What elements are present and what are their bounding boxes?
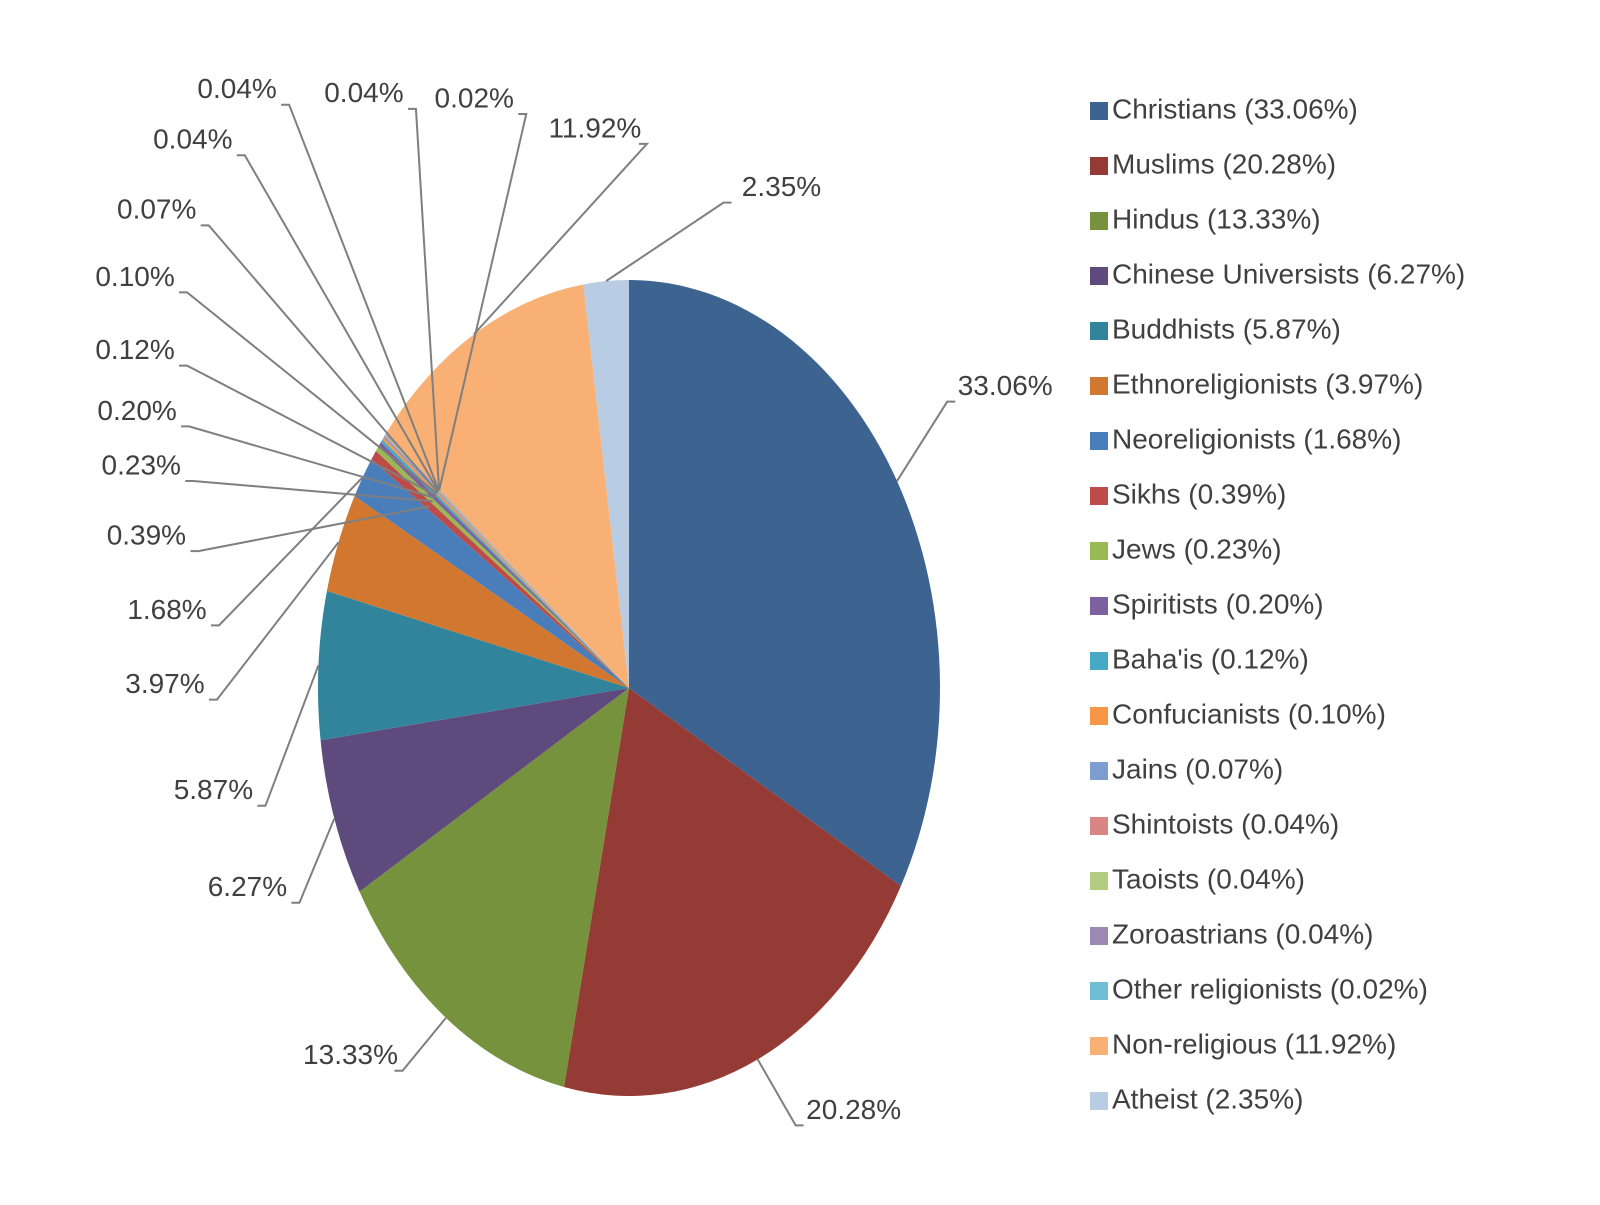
- legend-label: Other religionists (0.02%): [1112, 973, 1428, 1004]
- data-label: 1.68%: [127, 594, 206, 625]
- pie-slice: [375, 446, 629, 688]
- legend-swatch: [1090, 817, 1108, 835]
- legend-label: Sikhs (0.39%): [1112, 478, 1286, 509]
- leader-line: [473, 142, 650, 336]
- legend-label: Jews (0.23%): [1112, 533, 1282, 564]
- pie-slice: [371, 450, 629, 688]
- leader-line: [291, 818, 336, 904]
- legend-swatch: [1090, 927, 1108, 945]
- leader-line: [185, 480, 433, 503]
- pie-slice: [378, 442, 629, 688]
- data-label: 13.33%: [303, 1039, 398, 1070]
- legend-label: Confucianists (0.10%): [1112, 698, 1386, 729]
- legend-label: Ethnoreligionists (3.97%): [1112, 368, 1423, 399]
- data-label: 2.35%: [742, 171, 821, 202]
- pie-slice: [320, 688, 629, 892]
- legend-swatch: [1090, 707, 1108, 725]
- legend-label: Jains (0.07%): [1112, 753, 1283, 784]
- legend-label: Neoreligionists (1.68%): [1112, 423, 1401, 454]
- leader-line: [211, 476, 364, 627]
- leader-line: [181, 425, 435, 499]
- pie-slice: [385, 433, 629, 688]
- data-label: 0.07%: [117, 194, 196, 225]
- legend-swatch: [1090, 982, 1108, 1000]
- pie-slice: [382, 437, 629, 688]
- leader-line: [208, 541, 340, 701]
- data-label: 0.04%: [153, 124, 232, 155]
- legend-label: Non-religious (11.92%): [1112, 1028, 1396, 1059]
- leader-line: [257, 664, 320, 807]
- pie-slice: [383, 436, 629, 688]
- pie-slice: [384, 434, 629, 688]
- legend-swatch: [1090, 1092, 1108, 1110]
- data-label: 6.27%: [208, 871, 287, 902]
- leader-line: [756, 1058, 804, 1127]
- pie-slice: [326, 496, 629, 688]
- legend-swatch: [1090, 432, 1108, 450]
- legend-swatch: [1090, 157, 1108, 175]
- legend-swatch: [1090, 872, 1108, 890]
- legend-swatch: [1090, 487, 1108, 505]
- legend-swatch: [1090, 652, 1108, 670]
- data-label: 0.39%: [107, 520, 186, 551]
- leader-line: [438, 113, 528, 490]
- leader-line: [190, 505, 431, 553]
- legend-swatch: [1090, 377, 1108, 395]
- legend-swatch: [1090, 542, 1108, 560]
- legend-label: Shintoists (0.04%): [1112, 808, 1339, 839]
- legend-label: Chinese Universists (6.27%): [1112, 258, 1465, 289]
- pie-slice: [564, 688, 901, 1096]
- pie-slice: [318, 590, 629, 741]
- leader-line: [281, 103, 440, 491]
- legend-label: Baha'is (0.12%): [1112, 643, 1309, 674]
- legend-swatch: [1090, 1037, 1108, 1055]
- pie-slice: [386, 284, 629, 688]
- leader-line: [236, 154, 440, 492]
- pie-slice: [384, 435, 629, 688]
- pie-slice: [583, 280, 629, 688]
- legend-label: Christians (33.06%): [1112, 93, 1358, 124]
- legend-swatch: [1090, 762, 1108, 780]
- legend-label: Taoists (0.04%): [1112, 863, 1305, 894]
- data-label: 0.23%: [102, 449, 181, 480]
- data-label: 0.04%: [197, 73, 276, 104]
- legend-swatch: [1090, 102, 1108, 120]
- leader-line: [407, 107, 441, 491]
- data-label: 20.28%: [806, 1094, 901, 1125]
- data-label: 11.92%: [548, 112, 641, 143]
- data-label: 0.20%: [97, 395, 176, 426]
- pie-slice: [385, 433, 629, 688]
- data-label: 0.10%: [95, 261, 174, 292]
- legend-swatch: [1090, 212, 1108, 230]
- leader-line: [896, 400, 956, 482]
- leader-line: [605, 201, 732, 282]
- legend-label: Atheist (2.35%): [1112, 1083, 1303, 1114]
- legend-swatch: [1090, 267, 1108, 285]
- legend-swatch: [1090, 597, 1108, 615]
- legend-label: Zoroastrians (0.04%): [1112, 918, 1373, 949]
- leader-line: [179, 364, 437, 497]
- leader-line: [394, 1017, 447, 1072]
- data-label: 0.12%: [95, 334, 174, 365]
- legend-label: Buddhists (5.87%): [1112, 313, 1341, 344]
- data-label: 5.87%: [174, 774, 253, 805]
- leader-line: [179, 291, 438, 495]
- legend-label: Hindus (13.33%): [1112, 203, 1321, 234]
- legend-label: Spiritists (0.20%): [1112, 588, 1324, 619]
- legend-swatch: [1090, 322, 1108, 340]
- pie-slice: [629, 280, 941, 887]
- pie-slice: [354, 459, 629, 688]
- pie-slice: [380, 439, 629, 688]
- leader-line: [200, 224, 439, 493]
- data-label: 0.02%: [435, 82, 514, 113]
- legend-label: Muslims (20.28%): [1112, 148, 1336, 179]
- data-label: 0.04%: [324, 77, 403, 108]
- pie-slice: [359, 688, 629, 1087]
- data-label: 33.06%: [958, 370, 1053, 401]
- data-label: 3.97%: [125, 668, 204, 699]
